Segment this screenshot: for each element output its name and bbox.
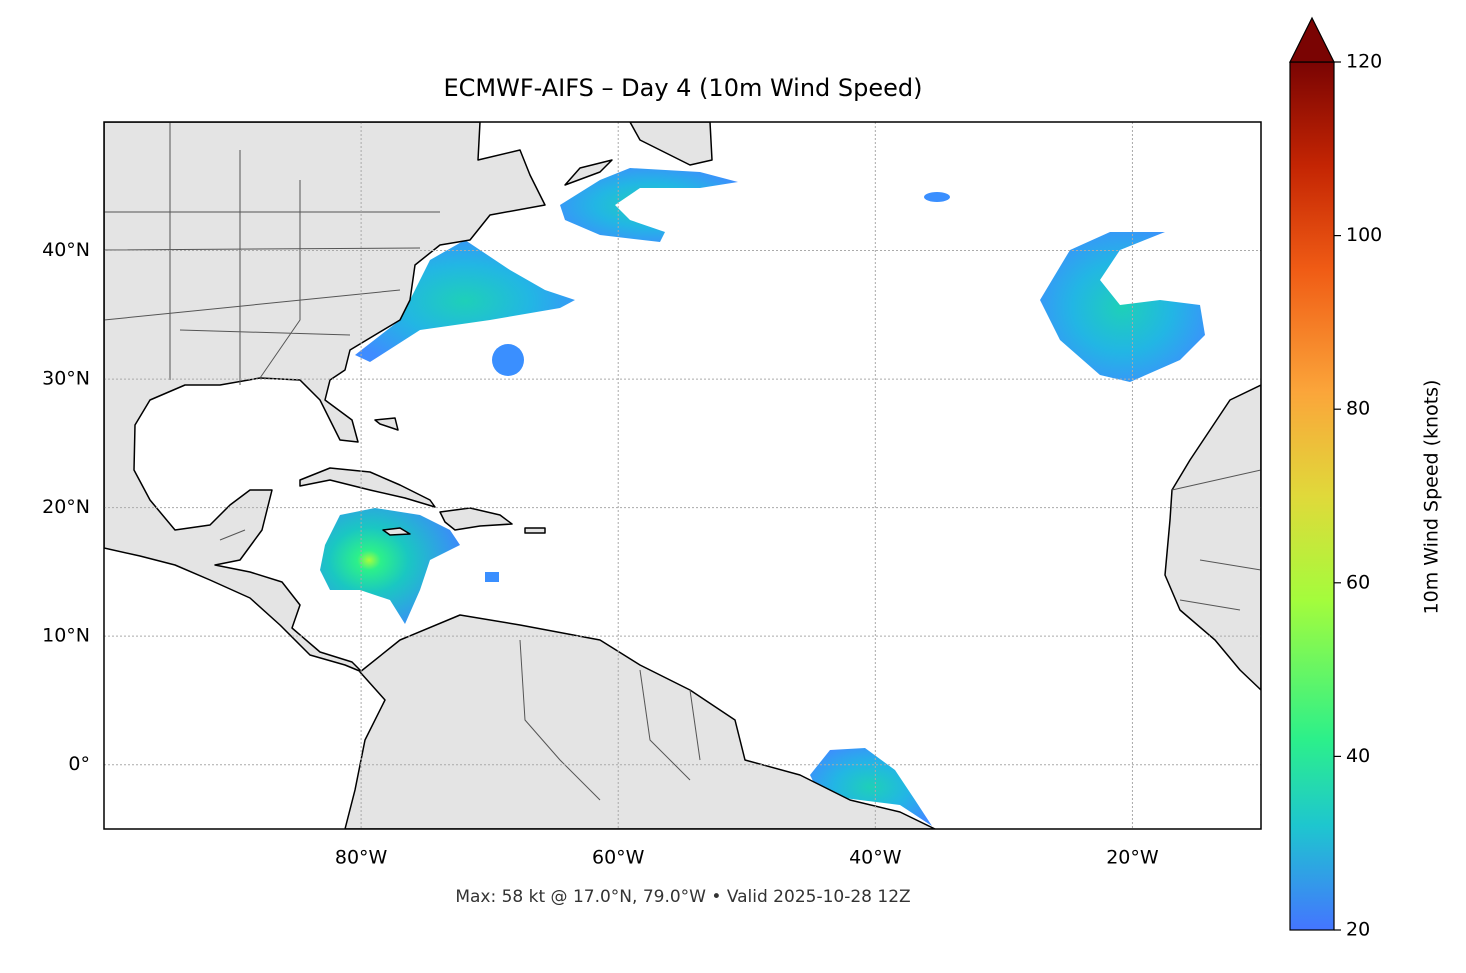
y-tick-label: 10°N bbox=[42, 625, 90, 647]
wind-field bbox=[320, 168, 1205, 826]
colorbar-tick-label: 40 bbox=[1346, 745, 1370, 767]
y-tick-label: 20°N bbox=[42, 496, 90, 518]
colorbar-tick-label: 60 bbox=[1346, 571, 1370, 593]
colorbar-label: 10m Wind Speed (knots) bbox=[1421, 380, 1443, 615]
colorbar-extend bbox=[1289, 16, 1335, 63]
footer: Max: 58 kt @ 17.0°N, 79.0°W • Valid 2025… bbox=[455, 887, 910, 907]
map-frame bbox=[103, 121, 1262, 830]
y-tick-label: 40°N bbox=[42, 239, 90, 261]
title: ECMWF-AIFS – Day 4 (10m Wind Speed) bbox=[443, 74, 922, 102]
colorbar-tick-label: 100 bbox=[1346, 224, 1382, 246]
colorbar-tick-label: 120 bbox=[1346, 51, 1382, 73]
y-tick-label: 0° bbox=[68, 753, 90, 775]
colorbar-tick-label: 80 bbox=[1346, 398, 1370, 420]
colorbar bbox=[1289, 61, 1335, 931]
x-tick-label: 80°W bbox=[335, 847, 388, 869]
y-tick-label: 30°N bbox=[42, 368, 90, 390]
map bbox=[104, 122, 1261, 829]
x-tick-label: 40°W bbox=[849, 847, 902, 869]
colorbar-tick-label: 20 bbox=[1346, 919, 1370, 941]
x-tick-label: 20°W bbox=[1106, 847, 1159, 869]
borders bbox=[104, 122, 1261, 801]
x-tick-label: 60°W bbox=[592, 847, 645, 869]
land bbox=[104, 122, 1261, 829]
grid bbox=[104, 122, 1261, 829]
